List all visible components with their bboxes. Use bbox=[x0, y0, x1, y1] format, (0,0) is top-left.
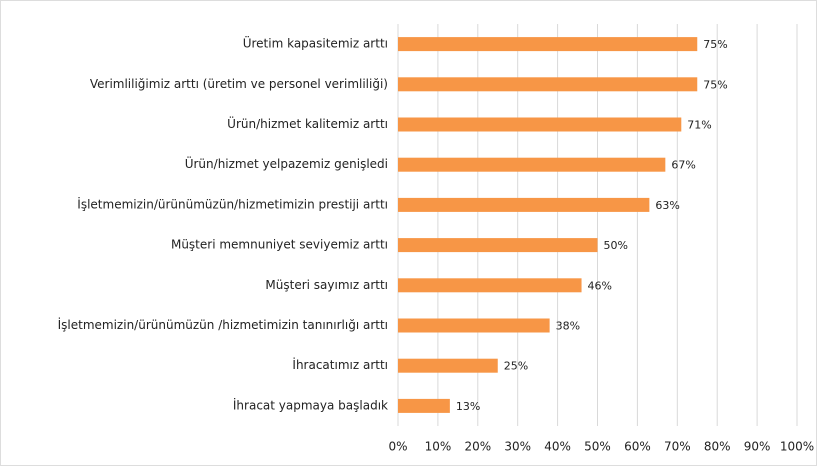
x-tick-label: 60% bbox=[624, 440, 651, 454]
value-label: 50% bbox=[604, 239, 628, 252]
bar bbox=[398, 278, 582, 293]
y-tick-label: İşletmemizin/ürünümüzün/hizmetimizin pre… bbox=[77, 196, 388, 211]
value-label: 67% bbox=[671, 159, 695, 172]
y-tick-label: İhracat yapmaya başladık bbox=[233, 397, 388, 412]
x-tick-label: 90% bbox=[744, 440, 771, 454]
x-tick-label: 100% bbox=[780, 440, 814, 454]
y-tick-label: Üretim kapasitemiz arttı bbox=[243, 35, 388, 51]
x-tick-label: 70% bbox=[664, 440, 691, 454]
x-tick-label: 30% bbox=[504, 440, 531, 454]
value-label: 13% bbox=[456, 400, 480, 413]
x-tick-label: 10% bbox=[425, 440, 452, 454]
y-tick-label: Müşteri memnuniyet seviyemiz arttı bbox=[171, 238, 388, 252]
value-label: 38% bbox=[556, 320, 580, 333]
bar bbox=[398, 358, 498, 373]
x-tick-label: 50% bbox=[584, 440, 611, 454]
bar bbox=[398, 197, 650, 212]
value-label: 46% bbox=[588, 279, 612, 292]
y-tick-label: Ürün/hizmet kalitemiz arttı bbox=[227, 115, 388, 131]
y-tick-label: Verimliliğimiz arttı (üretim ve personel… bbox=[90, 77, 388, 91]
bar bbox=[398, 117, 682, 132]
bar bbox=[398, 77, 698, 92]
bar bbox=[398, 37, 698, 52]
x-tick-label: 40% bbox=[544, 440, 571, 454]
x-tick-label: 80% bbox=[704, 440, 731, 454]
y-tick-label: İhracatımız arttı bbox=[292, 357, 388, 372]
bar bbox=[398, 157, 666, 172]
bar bbox=[398, 238, 598, 253]
value-label: 75% bbox=[703, 38, 727, 51]
bar bbox=[398, 398, 450, 413]
x-tick-label: 0% bbox=[388, 440, 407, 454]
y-tick-label: İşletmemizin/ürünümüzün /hizmetimizin ta… bbox=[58, 317, 388, 332]
y-tick-label: Müşteri sayımız arttı bbox=[265, 278, 388, 292]
x-tick-label: 20% bbox=[464, 440, 491, 454]
y-tick-label: Ürün/hizmet yelpazemiz genişledi bbox=[185, 155, 388, 171]
value-label: 71% bbox=[687, 119, 711, 132]
bar bbox=[398, 318, 550, 333]
value-label: 63% bbox=[655, 199, 679, 212]
value-label: 75% bbox=[703, 78, 727, 91]
value-label: 25% bbox=[504, 360, 528, 373]
